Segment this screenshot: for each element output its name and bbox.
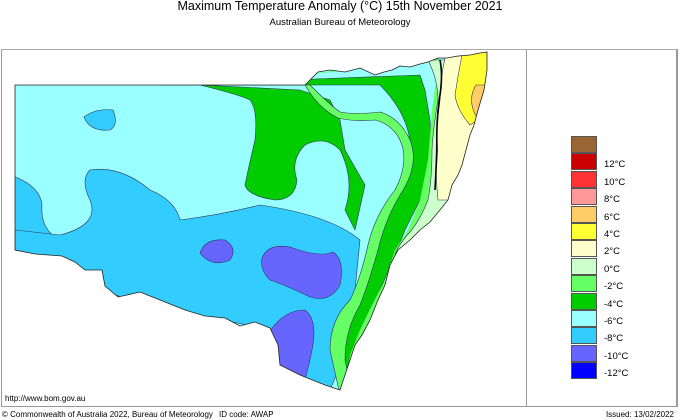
legend-swatch <box>571 153 597 171</box>
legend-label: 2°C <box>604 246 620 258</box>
legend-swatch <box>571 188 597 206</box>
copyright-text: © Commonwealth of Australia 2022, Bureau… <box>2 410 213 419</box>
legend-divider <box>526 49 527 407</box>
legend-swatch <box>571 275 597 293</box>
zero-contour <box>434 59 443 191</box>
legend-label: 0°C <box>604 263 620 275</box>
legend-swatch <box>571 292 597 310</box>
legend-label: 12°C <box>604 159 626 171</box>
legend-label: -2°C <box>604 281 624 293</box>
id-code: ID code: AWAP <box>219 410 274 419</box>
legend-label: 8°C <box>604 194 620 206</box>
issued-date: Issued: 13/02/2022 <box>605 410 674 419</box>
map-subtitle: Australian Bureau of Meteorology <box>269 17 411 28</box>
legend-swatch <box>571 240 597 258</box>
legend-swatch <box>571 170 597 188</box>
legend-swatch <box>571 344 597 362</box>
legend-label: -8°C <box>604 333 624 345</box>
legend-label: -4°C <box>604 298 624 310</box>
bom-url[interactable]: http://www.bom.gov.au <box>5 394 86 403</box>
legend-swatch <box>571 205 597 223</box>
legend-swatch <box>571 223 597 240</box>
legend-label: -12°C <box>604 368 629 380</box>
legend-label: 6°C <box>604 211 620 223</box>
legend-label: 10°C <box>604 176 626 188</box>
legend-label: -10°C <box>604 350 629 362</box>
legend-swatch <box>571 257 597 275</box>
legend-swatch <box>571 136 597 153</box>
legend-swatch <box>571 327 597 345</box>
legend-swatch <box>571 310 597 327</box>
legend-label: 4°C <box>604 229 620 240</box>
map-frame <box>1 49 678 407</box>
legend-label: -6°C <box>604 316 624 327</box>
map-title: Maximum Temperature Anomaly (°C) 15th No… <box>177 0 503 13</box>
legend-swatch <box>571 362 597 380</box>
